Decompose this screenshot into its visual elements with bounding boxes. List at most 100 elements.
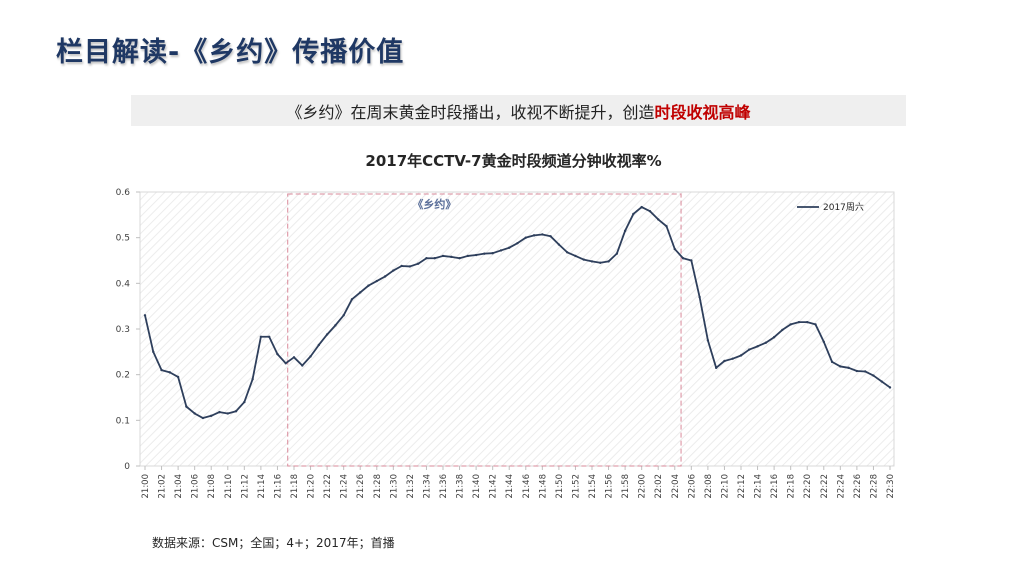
data-point [201, 416, 205, 420]
data-point [334, 324, 337, 327]
data-point [508, 246, 511, 249]
data-point [325, 333, 329, 336]
x-tick-label: 21:46 [522, 474, 532, 499]
data-point [483, 252, 486, 255]
x-tick-label: 21:38 [456, 474, 466, 499]
summary-banner: 《乡约》在周末黄金时段播出，收视不断提升，创造 时段收视高峰 [131, 95, 906, 126]
data-point [698, 295, 701, 299]
y-tick-label: 0 [124, 462, 130, 472]
y-tick-label: 0.2 [116, 371, 130, 381]
x-tick-label: 22:02 [654, 474, 664, 499]
data-point [425, 257, 428, 260]
data-point [152, 350, 155, 354]
data-point [400, 264, 403, 268]
banner-highlight: 时段收视高峰 [654, 102, 751, 122]
x-tick-label: 22:30 [886, 474, 896, 499]
data-point [665, 225, 668, 228]
x-tick-label: 22:12 [737, 474, 747, 499]
data-point [806, 320, 809, 324]
x-tick-label: 21:48 [538, 474, 548, 499]
x-tick-label: 21:16 [273, 474, 283, 499]
data-point [408, 265, 412, 268]
data-point [392, 269, 395, 272]
data-point [226, 412, 229, 415]
x-tick-label: 21:18 [290, 474, 300, 499]
x-tick-label: 21:20 [307, 474, 317, 499]
data-point [855, 369, 859, 373]
data-point [723, 359, 726, 363]
x-tick-label: 21:26 [356, 474, 366, 499]
data-point [367, 284, 370, 287]
data-point [888, 386, 892, 389]
data-point [657, 218, 660, 221]
data-point [359, 291, 362, 294]
x-tick-label: 21:02 [158, 474, 168, 499]
data-point [210, 414, 213, 417]
x-tick-label: 21:30 [389, 474, 399, 499]
x-tick-label: 21:04 [174, 474, 184, 499]
x-tick-label: 21:10 [224, 474, 234, 499]
data-point [748, 348, 751, 351]
x-tick-label: 21:52 [571, 474, 581, 499]
data-point [193, 412, 196, 415]
data-point [822, 340, 825, 343]
data-point [781, 328, 784, 332]
data-point [491, 251, 494, 255]
x-tick-label: 22:26 [853, 474, 863, 499]
x-tick-label: 21:08 [207, 474, 217, 499]
data-point [433, 257, 436, 260]
data-point [565, 251, 569, 254]
y-tick-label: 0.1 [116, 416, 130, 426]
x-tick-label: 21:06 [191, 474, 201, 499]
data-point [292, 356, 296, 359]
x-tick-label: 21:58 [621, 474, 631, 499]
legend-label: 2017周六 [823, 201, 864, 213]
x-tick-label: 22:28 [869, 474, 879, 499]
chart-title: 2017年CCTV-7黄金时段频道分钟收视率% [365, 152, 662, 170]
data-point [383, 275, 387, 278]
data-point [143, 314, 147, 317]
data-point [599, 261, 602, 264]
y-tick-label: 0.4 [116, 279, 131, 289]
data-point [706, 339, 710, 342]
x-tick-label: 21:44 [505, 474, 515, 499]
x-tick-label: 21:56 [605, 474, 615, 499]
program-window-box [287, 193, 682, 467]
banner-text: 《乡约》在周末黄金时段播出，收视不断提升，创造 [286, 102, 655, 122]
data-point [714, 366, 718, 370]
data-point [160, 368, 163, 372]
plot-area [139, 191, 895, 467]
x-tick-label: 21:40 [472, 474, 482, 499]
data-point [739, 354, 743, 357]
x-tick-label: 21:22 [323, 474, 333, 499]
y-tick-label: 0.3 [116, 325, 130, 335]
data-point [648, 209, 652, 213]
data-point [499, 249, 503, 252]
y-tick-label: 0.6 [116, 188, 131, 198]
x-tick-label: 21:12 [240, 474, 250, 499]
data-point [615, 252, 619, 255]
x-tick-label: 21:32 [406, 474, 416, 499]
data-point [317, 343, 321, 347]
data-point [168, 371, 172, 374]
data-point [681, 257, 685, 260]
data-point [549, 235, 552, 238]
x-tick-label: 22:14 [754, 474, 764, 499]
data-point [731, 357, 734, 360]
x-tick-label: 21:00 [141, 474, 151, 499]
data-point [632, 212, 635, 216]
data-point [234, 410, 238, 413]
data-point [756, 345, 759, 348]
data-point [880, 380, 883, 383]
data-point [814, 323, 817, 326]
data-point [640, 205, 643, 209]
data-point [582, 258, 585, 261]
x-tick-label: 22:00 [638, 474, 648, 499]
data-source-note: 数据来源：CSM；全国；4+；2017年；首播 [152, 536, 395, 550]
data-point [309, 355, 312, 358]
data-point [342, 314, 345, 317]
data-point [267, 335, 271, 338]
data-point [764, 341, 768, 344]
data-point [772, 336, 776, 339]
data-point [474, 253, 478, 257]
